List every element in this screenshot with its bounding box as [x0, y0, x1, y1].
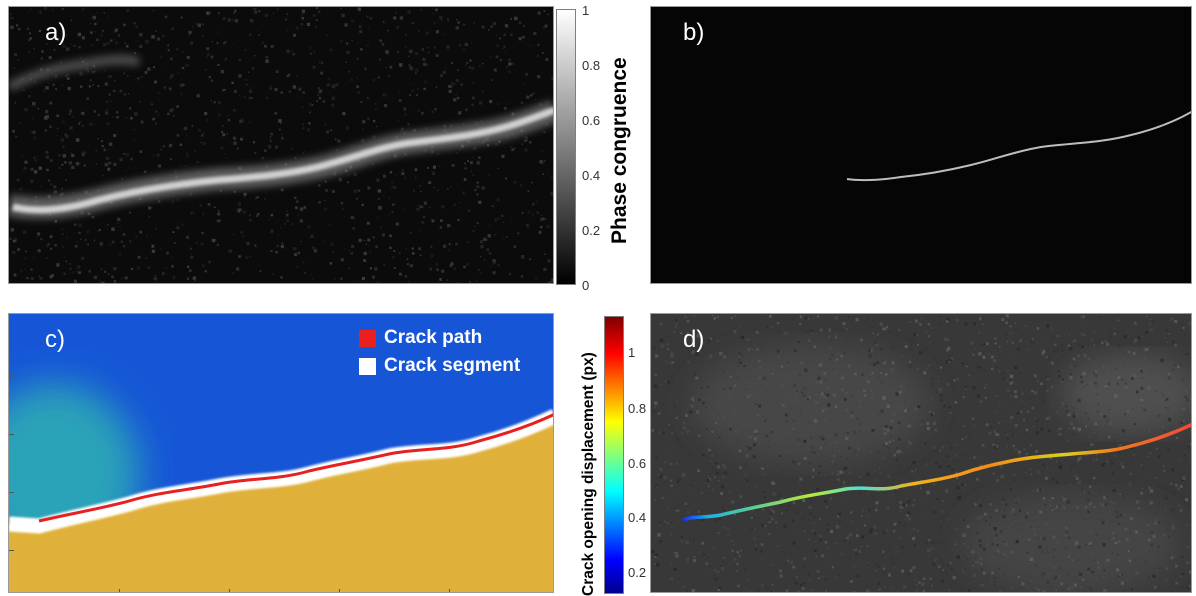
axis-tick	[9, 434, 14, 435]
axis-tick	[9, 376, 14, 377]
panel-d-colorbar	[604, 316, 624, 594]
legend-label-crack-segment: Crack segment	[384, 355, 521, 376]
panel-a-colorbar	[556, 9, 576, 285]
colorbar-a-tick: 0.8	[582, 58, 601, 73]
panel-d-image	[651, 314, 1191, 592]
colorbar-a-tick: 0	[582, 278, 590, 293]
colorbar-a-tick: 0.2	[582, 223, 601, 238]
panel-b-label: b)	[683, 19, 705, 46]
colorbar-a-tick: 0.6	[582, 113, 601, 128]
legend-label-crack-path: Crack path	[384, 327, 483, 348]
colorbar-d-tick: 1	[628, 345, 636, 360]
axis-tick	[449, 589, 450, 592]
colorbar-d-tick: 0.8	[628, 401, 647, 416]
crack-path-swatch	[359, 329, 376, 347]
panel-b-binary-crack-image: b)	[650, 6, 1192, 284]
panel-a-colorbar-title: Phase congruence	[608, 57, 631, 244]
panel-a-image	[9, 7, 553, 283]
panel-d-crack-opening-overlay: d)	[650, 313, 1192, 593]
legend-item-crack-path: Crack path	[359, 324, 520, 352]
axis-tick	[229, 589, 230, 592]
axis-tick	[9, 492, 14, 493]
panel-d-colorbar-ticks: 1 0.8 0.6 0.4 0.2	[628, 316, 650, 594]
legend-item-crack-segment: Crack segment	[359, 352, 520, 380]
panel-c-displacement-field: c) Crack path Crack segment	[8, 313, 554, 593]
panel-a-phase-congruence-image: a)	[8, 6, 554, 284]
axis-tick	[339, 589, 340, 592]
panel-d-colorbar-title: Crack opening displacement (px)	[580, 352, 597, 596]
colorbar-d-tick: 0.2	[628, 565, 647, 580]
panel-c-label: c)	[45, 326, 65, 353]
colorbar-a-tick: 1	[582, 3, 590, 18]
colorbar-d-tick: 0.4	[628, 510, 647, 525]
crack-segment-swatch	[359, 357, 376, 375]
colorbar-a-tick: 0.4	[582, 168, 601, 183]
panel-b-image	[651, 7, 1191, 283]
panel-a-colorbar-ticks: 1 0.8 0.6 0.4 0.2 0	[582, 4, 612, 292]
panel-c-legend: Crack path Crack segment	[359, 324, 520, 380]
colorbar-d-tick: 0.6	[628, 456, 647, 471]
panel-c-image	[9, 314, 553, 592]
axis-tick	[9, 550, 14, 551]
panel-d-label: d)	[683, 326, 705, 353]
panel-a-label: a)	[45, 19, 67, 46]
axis-tick	[119, 589, 120, 592]
